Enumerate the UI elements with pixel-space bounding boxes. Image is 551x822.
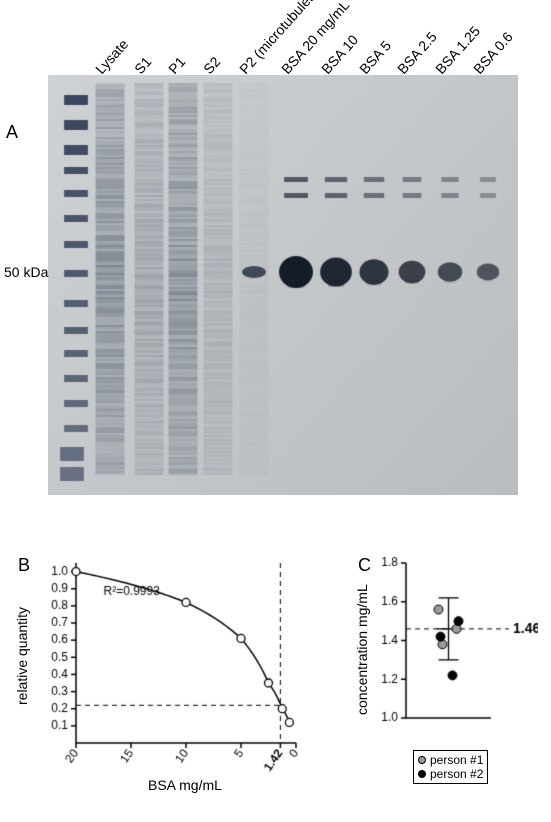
lane-label: P2 (microtubules) (236, 0, 321, 77)
lane-label: BSA 2.5 (394, 29, 440, 77)
lane-label: BSA 10 (318, 32, 361, 77)
lane-label: S1 (131, 54, 154, 77)
panel-b-canvas (18, 555, 323, 800)
legend-dot-person1 (418, 756, 426, 764)
lane-label: S2 (200, 54, 223, 77)
panel-b-chart: relative quantity BSA mg/mL (18, 555, 323, 800)
lane-label: P1 (165, 54, 188, 77)
lane-label: Lysate (92, 36, 131, 77)
panel-a-label: A (6, 122, 18, 143)
legend-row-person1: person #1 (418, 753, 483, 767)
legend-label-person2: person #2 (430, 767, 483, 781)
panel-b-ylabel: relative quantity (14, 607, 30, 705)
lane-label: BSA 5 (356, 37, 394, 77)
kda-50-marker: 50 kDa (4, 264, 48, 280)
panel-c-ylabel: concentration mg/mL (354, 584, 370, 715)
lane-label: BSA 0.6 (470, 29, 516, 77)
gel-canvas (48, 75, 518, 495)
legend-label-person1: person #1 (430, 753, 483, 767)
panel-b-xlabel: BSA mg/mL (148, 777, 222, 793)
legend-dot-person2 (418, 770, 426, 778)
gel-image (48, 75, 518, 495)
panel-c-legend: person #1 person #2 (413, 750, 488, 784)
lane-label: BSA 1.25 (432, 23, 483, 77)
gel-lane-labels: LysateS1 P1 S2 P2 (microtubules)BSA 20 mg/m… (48, 1, 518, 77)
lane-label: BSA 20 mg/mL (278, 0, 352, 77)
panel-c-chart: concentration mg/mL person #1 person #2 (358, 555, 538, 800)
legend-row-person2: person #2 (418, 767, 483, 781)
